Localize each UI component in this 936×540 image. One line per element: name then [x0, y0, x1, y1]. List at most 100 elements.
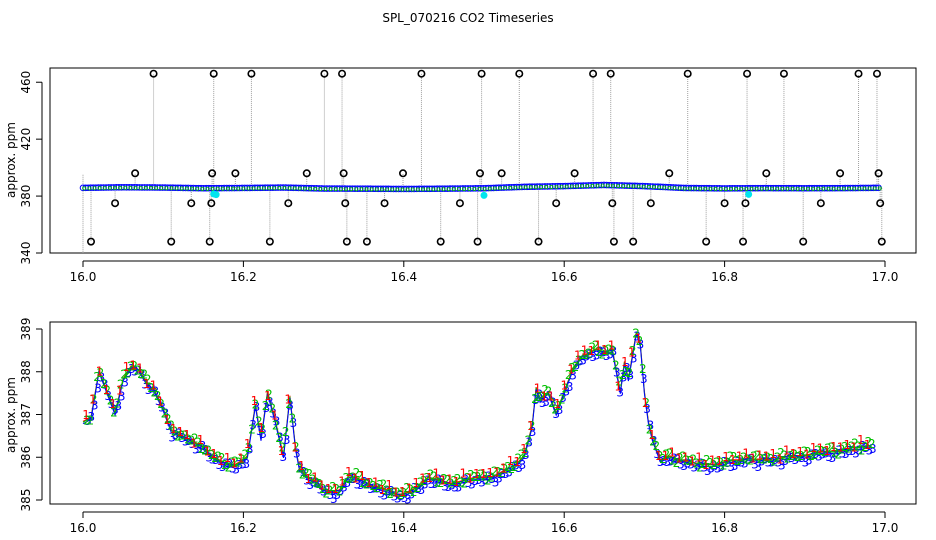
baseline-point-green	[415, 187, 420, 192]
series-2-marker: 2	[262, 399, 270, 413]
baseline-point-green	[138, 185, 143, 190]
y-tick-label: 386	[19, 446, 33, 469]
series-3-marker: 3	[394, 491, 402, 505]
series-3-marker: 3	[461, 472, 469, 486]
baseline-point-green	[631, 184, 636, 189]
series-2-marker: 2	[632, 327, 640, 341]
series-2-marker: 2	[700, 457, 708, 471]
series-3-marker: 3	[138, 367, 146, 381]
series-1-marker: 1	[547, 389, 555, 403]
series-2-marker: 2	[858, 444, 866, 458]
series-3-marker: 3	[108, 397, 116, 411]
series-2-marker: 2	[417, 476, 425, 490]
series-2-marker: 2	[484, 474, 492, 488]
series-2-marker: 2	[508, 462, 516, 476]
series-1-marker: 1	[682, 450, 690, 464]
series-2-marker: 2	[669, 453, 677, 467]
series-2-marker: 2	[834, 447, 842, 461]
baseline-point-green	[220, 186, 225, 191]
series-1-marker: 1	[783, 443, 791, 457]
outlier-point	[149, 69, 158, 78]
series-2-marker: 2	[390, 485, 398, 499]
outlier-point	[720, 199, 729, 208]
series-1-marker: 1	[116, 383, 124, 397]
series-3-marker: 3	[175, 426, 183, 440]
baseline-point-green	[841, 186, 846, 191]
baseline-point-green	[395, 187, 400, 192]
outlier-point	[741, 199, 750, 208]
series-2-marker: 2	[316, 477, 324, 491]
outlier-point	[497, 169, 506, 178]
series-2-marker: 2	[100, 377, 108, 391]
series-3-marker: 3	[589, 350, 597, 364]
series-3-marker: 3	[515, 461, 523, 475]
series-3-marker: 3	[697, 456, 705, 470]
series-2-marker: 2	[373, 481, 381, 495]
series-2-marker: 2	[265, 388, 273, 402]
series-2-marker: 2	[565, 368, 573, 382]
series-2-marker: 2	[289, 412, 297, 426]
series-2-marker: 2	[174, 430, 182, 444]
outlier-point	[398, 169, 407, 178]
series-1-marker: 1	[843, 438, 851, 452]
series-3-marker: 3	[754, 460, 762, 474]
series-2-marker: 2	[801, 445, 809, 459]
series-2-marker: 2	[615, 374, 623, 388]
series-2-marker: 2	[440, 472, 448, 486]
series-3-marker: 3	[242, 457, 250, 471]
outlier-point	[284, 199, 293, 208]
series-3-marker: 3	[741, 456, 749, 470]
baseline-point-green	[744, 186, 749, 191]
series-3-marker: 3	[286, 398, 294, 412]
outlier-point	[131, 169, 140, 178]
baseline-point-green	[857, 186, 862, 191]
series-2-marker: 2	[868, 437, 876, 451]
series-1-marker: 1	[123, 360, 131, 374]
baseline-point-green	[251, 186, 256, 191]
baseline-point-green	[595, 183, 600, 188]
series-1-line	[82, 331, 870, 495]
baseline-point-green	[354, 187, 359, 192]
series-2-marker: 2	[639, 362, 647, 376]
series-3-marker: 3	[623, 361, 631, 375]
series-3-marker: 3	[805, 454, 813, 468]
series-2-marker: 2	[258, 422, 266, 436]
series-3-marker: 3	[670, 452, 678, 466]
series-3-marker: 3	[711, 459, 719, 473]
series-3-marker: 3	[178, 431, 186, 445]
series-3-marker: 3	[94, 382, 102, 396]
series-1-marker: 1	[439, 473, 447, 487]
series-2-marker: 2	[710, 458, 718, 472]
series-2-marker: 2	[396, 488, 404, 502]
baseline-point-green	[467, 187, 472, 192]
series-2-marker: 2	[272, 418, 280, 432]
series-3-marker: 3	[384, 485, 392, 499]
series-3-marker: 3	[788, 451, 796, 465]
series-3-marker: 3	[370, 482, 378, 496]
series-1-marker: 1	[608, 338, 616, 352]
outlier-point	[167, 237, 176, 246]
series-1-marker: 1	[89, 393, 97, 407]
series-1-marker: 1	[237, 452, 245, 466]
series-2-marker: 2	[851, 436, 859, 450]
y-tick-label: 388	[19, 360, 33, 383]
series-1-marker: 1	[480, 467, 488, 481]
series-1-marker: 1	[850, 441, 858, 455]
series-1-marker: 1	[284, 392, 292, 406]
series-2-marker: 2	[454, 472, 462, 486]
outlier-point	[608, 199, 617, 208]
series-2-marker: 2	[649, 435, 657, 449]
baseline-point-green	[189, 186, 194, 191]
baseline-point-green	[646, 184, 651, 189]
series-1-marker: 1	[190, 437, 198, 451]
series-2-marker: 2	[588, 340, 596, 354]
baseline-point-green	[836, 186, 841, 191]
series-2-marker: 2	[784, 451, 792, 465]
series-1-marker: 1	[655, 449, 663, 463]
series-1-marker: 1	[109, 397, 117, 411]
baseline-point-green	[92, 186, 97, 191]
series-1-marker: 1	[230, 457, 238, 471]
baseline-point-green	[390, 187, 395, 192]
series-2-marker: 2	[474, 470, 482, 484]
baseline-point-green	[795, 186, 800, 191]
